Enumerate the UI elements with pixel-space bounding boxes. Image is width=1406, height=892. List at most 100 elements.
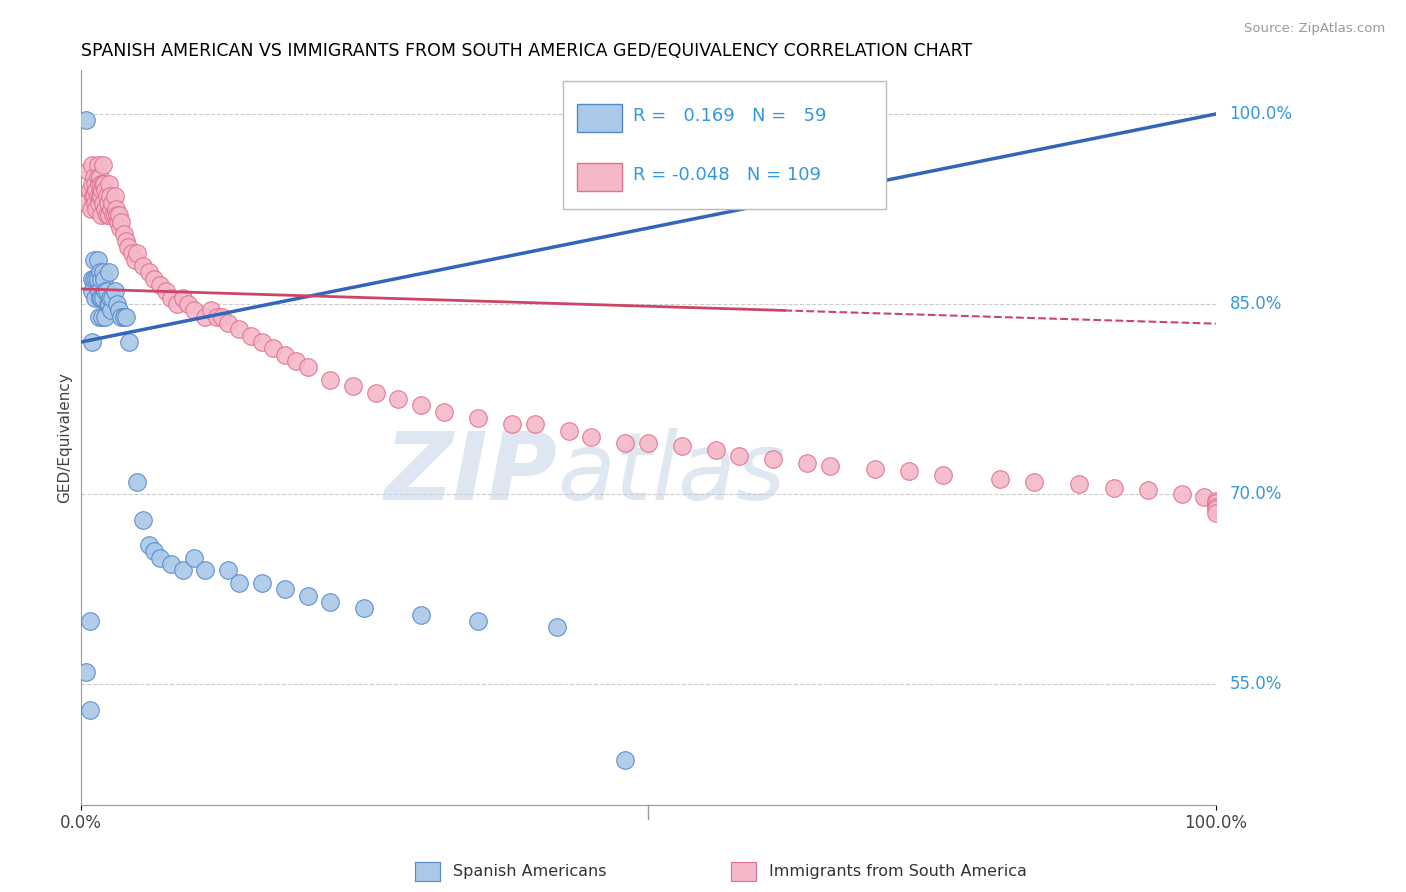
Point (1205, 493, 1227, 508)
Point (205, 310, 228, 324)
Point (671, 439, 693, 453)
Point (863, 462, 886, 476)
Point (86, 158, 108, 172)
Point (80, 177, 103, 191)
Point (250, 575, 273, 590)
Point (132, 512, 155, 526)
Point (100, 202, 122, 216)
Point (115, 234, 138, 248)
Point (75, 195, 97, 210)
Point (166, 297, 188, 311)
Point (97, 297, 120, 311)
Text: SPANISH AMERICAN VS IMMIGRANTS FROM SOUTH AMERICA GED/EQUIVALENCY CORRELATION CH: SPANISH AMERICAN VS IMMIGRANTS FROM SOUT… (80, 42, 972, 60)
Point (228, 575, 250, 590)
Point (1136, 483, 1159, 498)
Point (86, 189, 108, 203)
Point (91, 195, 114, 210)
Point (250, 335, 273, 350)
Point (342, 379, 364, 393)
Point (79, 183, 101, 197)
Point (183, 303, 205, 318)
Point (101, 291, 124, 305)
Text: R =   0.169   N =   59: R = 0.169 N = 59 (633, 107, 827, 125)
Y-axis label: GED/Equivalency: GED/Equivalency (58, 372, 72, 502)
Point (217, 316, 239, 330)
Point (89, 189, 111, 203)
Point (75, 113, 97, 128)
Point (194, 310, 217, 324)
Point (83, 272, 105, 286)
Point (91, 291, 114, 305)
Point (409, 399, 432, 413)
Bar (576, 163, 621, 191)
Point (1170, 487, 1192, 501)
Point (274, 582, 297, 597)
Point (118, 335, 141, 350)
Point (86, 170, 108, 185)
Point (96, 189, 118, 203)
Point (91, 310, 114, 324)
Point (98, 291, 121, 305)
Text: Source: ZipAtlas.com: Source: ZipAtlas.com (1244, 22, 1385, 36)
Point (79, 614, 101, 628)
Point (117, 240, 139, 254)
Point (557, 424, 579, 438)
Point (263, 342, 285, 356)
Point (1194, 490, 1216, 504)
Point (84, 195, 107, 210)
Point (83, 189, 105, 203)
Point (80, 202, 103, 216)
Point (89, 170, 111, 185)
Point (728, 449, 751, 463)
Point (121, 246, 143, 260)
Point (86, 183, 108, 197)
Point (103, 208, 125, 222)
Point (172, 291, 194, 305)
Point (127, 475, 149, 489)
Point (409, 607, 432, 622)
Point (104, 202, 127, 216)
Point (83, 252, 105, 267)
Point (80, 158, 103, 172)
Point (523, 417, 546, 432)
Point (239, 328, 262, 343)
Point (132, 259, 155, 273)
Point (89, 291, 111, 305)
Point (84, 291, 107, 305)
Point (110, 221, 132, 235)
Point (100, 303, 122, 318)
Point (80, 335, 103, 350)
Point (94, 202, 117, 216)
Point (467, 411, 489, 425)
Point (172, 563, 194, 577)
Point (103, 285, 125, 299)
Point (898, 464, 921, 478)
Point (86, 252, 108, 267)
Point (1102, 481, 1125, 495)
Point (94, 285, 117, 299)
Point (91, 158, 114, 172)
Point (90, 189, 112, 203)
Point (433, 405, 456, 419)
Point (87, 285, 110, 299)
Point (1205, 500, 1227, 514)
Point (91, 183, 114, 197)
Point (108, 208, 131, 222)
Point (501, 417, 523, 432)
Point (90, 177, 112, 191)
Point (211, 310, 233, 324)
Point (93, 177, 115, 191)
Point (149, 278, 172, 293)
Text: R = -0.048   N = 109: R = -0.048 N = 109 (633, 166, 821, 184)
Point (274, 348, 297, 362)
Point (138, 538, 160, 552)
Point (86, 202, 108, 216)
Point (200, 303, 222, 318)
Point (704, 442, 727, 457)
Point (91, 177, 114, 191)
Point (183, 550, 205, 565)
Point (138, 265, 160, 279)
Point (107, 215, 129, 229)
Point (79, 703, 101, 717)
Point (319, 595, 342, 609)
